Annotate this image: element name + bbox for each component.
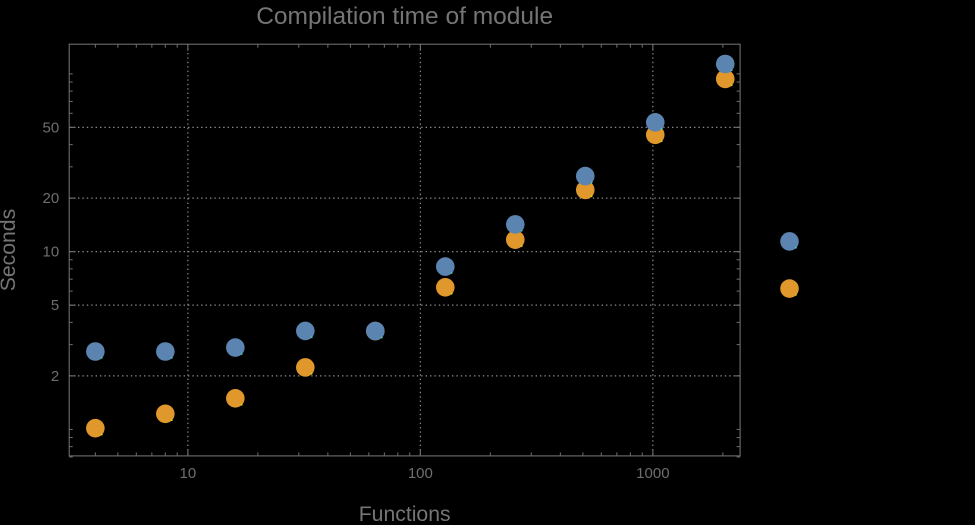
svg-text:10: 10 (180, 465, 197, 482)
svg-text:20: 20 (43, 190, 60, 207)
svg-text:50: 50 (43, 119, 60, 136)
svg-text:10: 10 (43, 244, 60, 261)
svg-text:Functions: Functions (359, 503, 451, 525)
svg-text:2: 2 (51, 368, 59, 385)
svg-text:100: 100 (408, 465, 433, 482)
svg-text:Seconds: Seconds (0, 209, 20, 291)
svg-text:1000: 1000 (636, 465, 669, 482)
svg-text:5: 5 (51, 297, 59, 314)
svg-text:Compilation time of module: Compilation time of module (256, 3, 553, 30)
